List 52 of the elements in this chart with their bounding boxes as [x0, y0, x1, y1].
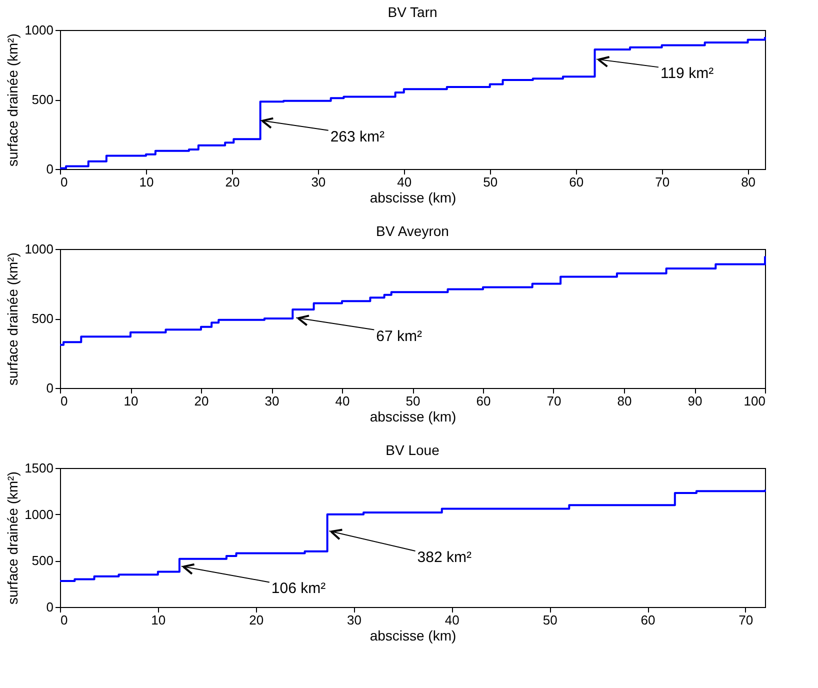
y-tick-label: 0	[46, 162, 54, 176]
x-tick-label: 80	[741, 174, 756, 190]
x-tick-label: 20	[194, 394, 209, 408]
x-tick-label: 20	[249, 612, 264, 628]
y-axis-title: surface drainée (km²)	[4, 252, 21, 386]
x-tick-label: 60	[640, 612, 656, 628]
y-tick-label: 1000	[24, 506, 54, 522]
x-tick-label: 40	[444, 612, 460, 628]
x-tick-label: 90	[688, 394, 702, 408]
x-tick-label: 70	[738, 612, 754, 628]
x-tick-label: 100	[744, 394, 766, 408]
annotation: 382 km²	[417, 549, 472, 566]
y-tick-label: 1000	[24, 22, 54, 38]
x-tick-label: 10	[124, 394, 138, 408]
annotation: 106 km²	[271, 580, 326, 598]
x-tick-label: 50	[542, 612, 558, 628]
x-tick-label: 60	[476, 394, 491, 408]
x-tick-label: 50	[483, 174, 498, 190]
x-tick-label: 40	[397, 174, 412, 190]
x-tick-label: 80	[617, 394, 632, 408]
x-tick-label: 60	[569, 174, 584, 190]
x-tick-label: 30	[347, 612, 362, 628]
x-axis-title: abscisse (km)	[370, 628, 456, 644]
annotation: 67 km²	[376, 328, 422, 345]
annotation: 119 km²	[660, 65, 714, 82]
chart-title: BV Aveyron	[376, 223, 449, 239]
x-tick-label: 70	[655, 174, 670, 190]
y-axis-title: surface drainée (km²)	[4, 471, 21, 605]
x-tick-label: 0	[60, 394, 68, 408]
y-tick-label: 500	[32, 92, 54, 107]
y-tick-label: 1500	[24, 460, 54, 476]
x-tick-label: 20	[225, 174, 240, 190]
y-axis-title: surface drainée (km²)	[4, 33, 21, 167]
y-tick-label: 500	[32, 553, 54, 568]
x-tick-label: 30	[311, 174, 326, 190]
x-tick-label: 0	[60, 174, 68, 190]
y-tick-label: 500	[32, 311, 54, 326]
x-axis-title: abscisse (km)	[370, 190, 456, 206]
x-axis-title: abscisse (km)	[370, 408, 456, 424]
x-tick-label: 10	[139, 174, 154, 190]
x-tick-label: 50	[406, 394, 420, 408]
y-tick-label: 1000	[24, 242, 54, 256]
x-tick-label: 70	[546, 394, 562, 408]
x-tick-label: 0	[60, 612, 68, 628]
y-tick-label: 0	[46, 600, 54, 614]
x-tick-label: 10	[151, 612, 166, 628]
chart-title: BV Tarn	[388, 4, 438, 20]
x-tick-label: 30	[264, 394, 280, 408]
x-tick-label: 40	[335, 394, 350, 408]
annotation: 263 km²	[330, 128, 385, 146]
chart-title: BV Loue	[386, 442, 440, 458]
y-tick-label: 0	[46, 380, 54, 396]
